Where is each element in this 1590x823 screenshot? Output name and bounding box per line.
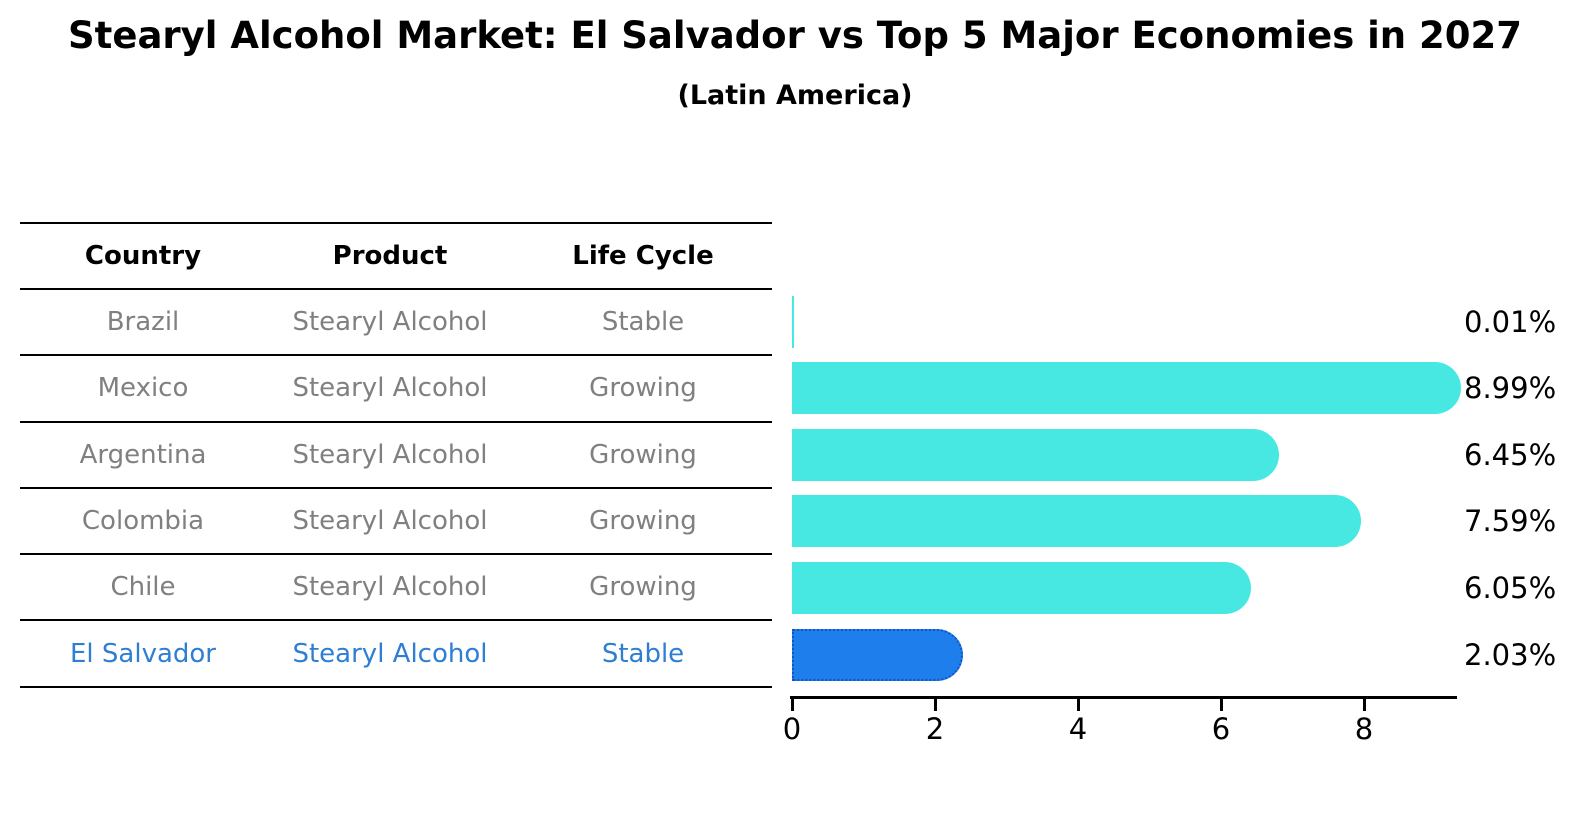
- bar-colombia: [792, 495, 1361, 548]
- table-row: Argentina Stearyl Alcohol Growing: [20, 423, 772, 489]
- x-axis-tick-label: 4: [1068, 712, 1088, 746]
- cell-life-cycle: Stable: [601, 307, 685, 338]
- cell-product: Stearyl Alcohol: [292, 307, 488, 338]
- bar-mexico: [792, 362, 1461, 415]
- cell-life-cycle: Growing: [589, 506, 697, 537]
- cell-country: Brazil: [106, 307, 180, 338]
- x-axis-tick-label: 8: [1354, 712, 1374, 746]
- cell-life-cycle: Growing: [589, 572, 697, 603]
- table-row-highlighted: El Salvador Stearyl Alcohol Stable: [20, 621, 772, 688]
- x-axis-tick-label: 2: [925, 712, 945, 746]
- bar-argentina: [792, 428, 1280, 481]
- cell-country: El Salvador: [70, 638, 216, 669]
- value-label: 0.01%: [1464, 304, 1557, 339]
- x-axis-tick-label: 6: [1211, 712, 1231, 746]
- cell-country: Argentina: [79, 439, 207, 470]
- cell-product: Stearyl Alcohol: [292, 572, 488, 603]
- bar-chile: [792, 561, 1251, 614]
- value-label: 8.99%: [1464, 371, 1557, 406]
- cell-product: Stearyl Alcohol: [292, 373, 488, 404]
- x-axis-tick-label: 0: [782, 712, 802, 746]
- x-axis-tick-mark: [933, 699, 937, 711]
- value-label: 7.59%: [1464, 504, 1557, 539]
- country-table: Country Product Life Cycle Brazil Steary…: [20, 222, 772, 688]
- cell-life-cycle: Stable: [601, 638, 685, 669]
- value-label: 6.05%: [1464, 570, 1557, 605]
- cell-country: Chile: [110, 572, 176, 603]
- table-row: Brazil Stearyl Alcohol Stable: [20, 290, 772, 357]
- cell-life-cycle: Growing: [589, 373, 697, 404]
- cell-product: Stearyl Alcohol: [292, 506, 488, 537]
- cell-product: Stearyl Alcohol: [292, 638, 488, 669]
- cell-product: Stearyl Alcohol: [292, 439, 488, 470]
- cell-life-cycle: Growing: [589, 439, 697, 470]
- table-header-life-cycle: Life Cycle: [572, 241, 714, 271]
- table-header-country: Country: [84, 241, 202, 271]
- table-header-product: Product: [332, 241, 448, 271]
- x-axis-line: [790, 696, 1457, 699]
- x-axis-tick-mark: [790, 699, 794, 711]
- x-axis-tick-mark: [1219, 699, 1223, 711]
- bar-el-salvador: [792, 628, 964, 681]
- cell-country: Mexico: [97, 373, 189, 404]
- x-axis-tick-mark: [1076, 699, 1080, 711]
- value-label: 6.45%: [1464, 437, 1557, 472]
- cell-country: Colombia: [81, 506, 205, 537]
- chart-subtitle: (Latin America): [677, 80, 913, 111]
- table-header-row: Country Product Life Cycle: [20, 224, 772, 290]
- table-row: Colombia Stearyl Alcohol Growing: [20, 489, 772, 556]
- bar-brazil: [792, 295, 794, 348]
- table-row: Chile Stearyl Alcohol Growing: [20, 555, 772, 622]
- x-axis-tick-mark: [1362, 699, 1366, 711]
- value-label: 2.03%: [1464, 637, 1557, 672]
- chart-title: Stearyl Alcohol Market: El Salvador vs T…: [68, 14, 1522, 57]
- table-row: Mexico Stearyl Alcohol Growing: [20, 356, 772, 423]
